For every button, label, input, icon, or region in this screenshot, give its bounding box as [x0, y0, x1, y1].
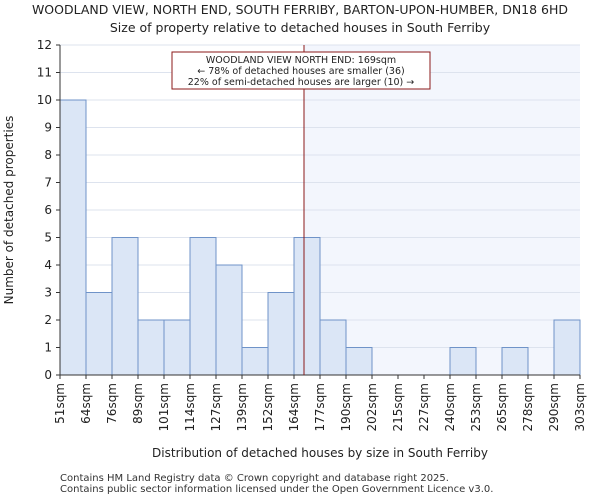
- annotation-box: [171, 51, 431, 90]
- bar-290sqm: [553, 319, 581, 376]
- annotation-line-2: ← 78% of detached houses are smaller (36…: [197, 66, 404, 77]
- y-tick-label: 11: [37, 66, 52, 80]
- y-tick-label: 12: [37, 38, 52, 52]
- y-tick-label: 5: [44, 231, 52, 245]
- x-tick-label-127sqm: 127sqm: [209, 383, 223, 431]
- x-tick-label-51sqm: 51sqm: [53, 383, 67, 424]
- x-tick-label-265sqm: 265sqm: [495, 383, 509, 431]
- x-tick-label-278sqm: 278sqm: [521, 383, 535, 431]
- bar-114sqm: [189, 237, 217, 376]
- bar-240sqm: [449, 347, 477, 376]
- bar-51sqm: [59, 99, 87, 376]
- chart-subtitle: Size of property relative to detached ho…: [109, 20, 491, 35]
- y-tick-label: 2: [44, 313, 52, 327]
- bar-127sqm: [215, 264, 243, 376]
- footer-copyright: Contains HM Land Registry data © Crown c…: [60, 473, 449, 484]
- y-tick-label: 9: [44, 121, 52, 135]
- x-tick-label-177sqm: 177sqm: [313, 383, 327, 431]
- x-tick-label-227sqm: 227sqm: [417, 383, 431, 431]
- y-tick-label: 8: [44, 148, 52, 162]
- bar-89sqm: [137, 319, 165, 376]
- x-tick-label-152sqm: 152sqm: [261, 383, 275, 431]
- x-tick-label-139sqm: 139sqm: [235, 383, 249, 431]
- x-tick-label-202sqm: 202sqm: [365, 383, 379, 431]
- y-axis-label: Number of detached properties: [2, 116, 16, 305]
- x-tick-label-253sqm: 253sqm: [469, 383, 483, 431]
- bar-164sqm: [293, 237, 321, 376]
- bar-139sqm: [241, 347, 269, 376]
- x-tick-label-64sqm: 64sqm: [79, 383, 93, 424]
- y-tick-label: 4: [44, 258, 52, 272]
- bar-101sqm: [163, 319, 191, 376]
- annotation-line-3: 22% of semi-detached houses are larger (…: [188, 77, 415, 88]
- x-tick-label-215sqm: 215sqm: [391, 383, 405, 431]
- x-tick-label-190sqm: 190sqm: [339, 383, 353, 431]
- x-tick-label-76sqm: 76sqm: [105, 383, 119, 424]
- x-tick-label-164sqm: 164sqm: [287, 383, 301, 431]
- y-tick-label: 0: [44, 368, 52, 382]
- x-tick-label-303sqm: 303sqm: [573, 383, 587, 431]
- x-tick-label-114sqm: 114sqm: [183, 383, 197, 431]
- y-tick-label: 6: [44, 203, 52, 217]
- x-tick-label-89sqm: 89sqm: [131, 383, 145, 424]
- bar-76sqm: [111, 237, 139, 376]
- chart-title: WOODLAND VIEW, NORTH END, SOUTH FERRIBY,…: [31, 2, 569, 17]
- bar-177sqm: [319, 319, 347, 376]
- bar-265sqm: [501, 347, 529, 376]
- y-tick-label: 1: [44, 341, 52, 355]
- bar-152sqm: [267, 292, 295, 376]
- footer-licence: Contains public sector information licen…: [60, 484, 494, 495]
- y-tick-label: 3: [44, 286, 52, 300]
- y-tick-label: 7: [44, 176, 52, 190]
- y-tick-label: 10: [37, 93, 52, 107]
- x-tick-label-240sqm: 240sqm: [443, 383, 457, 431]
- x-tick-label-101sqm: 101sqm: [157, 383, 171, 431]
- bar-190sqm: [345, 347, 373, 376]
- x-tick-label-290sqm: 290sqm: [547, 383, 561, 431]
- annotation-line-1: WOODLAND VIEW NORTH END: 169sqm: [206, 55, 396, 66]
- x-axis-label: Distribution of detached houses by size …: [152, 446, 488, 460]
- bar-64sqm: [85, 292, 113, 376]
